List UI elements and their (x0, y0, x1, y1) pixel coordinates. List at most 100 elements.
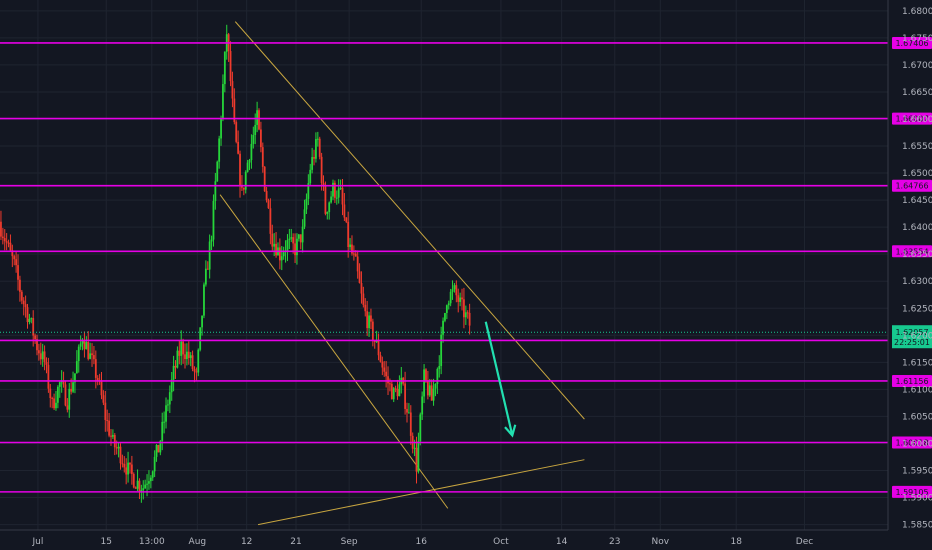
candle-22 (41, 343, 44, 367)
candle-body (330, 196, 333, 203)
candle-47 (89, 342, 92, 360)
price-tick-label[interactable]: 1.65500 (902, 142, 932, 152)
candle-206 (390, 380, 393, 400)
price-tick-label[interactable]: 1.61500 (902, 358, 932, 368)
price-tick-label[interactable]: 1.68000 (902, 7, 932, 17)
forecast-arrow-shaft[interactable] (484, 321, 514, 436)
candle-227 (430, 379, 433, 401)
trendline-1[interactable] (219, 194, 449, 509)
price-tick-label[interactable]: 1.59000 (902, 494, 932, 504)
candle-71 (134, 486, 137, 489)
price-tick-label[interactable]: 1.64000 (902, 223, 932, 233)
time-tick-label[interactable]: Nov (652, 537, 670, 547)
candle-232 (440, 326, 443, 375)
candle-148 (280, 246, 283, 271)
price-tick-label[interactable]: 1.66000 (902, 115, 932, 125)
candle-body (428, 385, 431, 396)
price-tick-label[interactable]: 1.61000 (902, 385, 932, 395)
candle-body (102, 395, 105, 403)
price-tick-label[interactable]: 1.63500 (902, 250, 932, 260)
candle-body (322, 182, 325, 187)
time-axis[interactable]: Jul 15 13:00 Aug 12 21 Sep 16 Oct 14 23 Nov 18 Dec (0, 529, 888, 547)
time-tick-label[interactable]: 16 (416, 537, 428, 547)
candle-157 (297, 233, 300, 242)
price-tick-label[interactable]: 1.58500 (902, 521, 932, 531)
candle-body (1, 236, 4, 239)
candle-body (356, 256, 359, 272)
time-tick-label[interactable]: 21 (290, 537, 301, 547)
price-tick-label[interactable]: 1.60500 (902, 412, 932, 422)
candle-100 (189, 352, 192, 367)
candle-body (303, 209, 306, 227)
candle-72 (136, 469, 139, 492)
time-tick-label[interactable]: Oct (493, 537, 509, 547)
price-tick-label[interactable]: 1.64500 (902, 196, 932, 206)
time-tick-label[interactable]: Jul (32, 537, 44, 547)
time-tick-label[interactable]: 23 (609, 537, 620, 547)
candle-207 (392, 387, 395, 403)
candle-16 (30, 317, 33, 324)
candle-109 (206, 261, 209, 270)
candle-body (144, 484, 147, 489)
candle-112 (212, 194, 215, 247)
time-tick-label[interactable]: Sep (341, 537, 358, 547)
candle-body (409, 412, 412, 436)
candle-247 (468, 303, 471, 335)
candle-body (453, 285, 456, 290)
price-tick-label[interactable]: 1.60000 (902, 439, 932, 449)
time-tick-label[interactable]: 18 (730, 537, 742, 547)
time-tick-label[interactable]: 15 (101, 537, 112, 547)
candle-183 (347, 211, 350, 258)
price-axis[interactable]: 1.68000 1.67500 1.67000 1.66500 1.66000 1.655… (887, 0, 932, 531)
candle-body (229, 51, 232, 82)
candle-64 (121, 454, 124, 468)
candle-body (24, 304, 27, 308)
candle-body (442, 320, 444, 335)
time-tick-label[interactable]: Dec (796, 537, 813, 547)
trendline-0[interactable] (234, 21, 585, 420)
price-tick-label[interactable]: 1.65000 (902, 169, 932, 179)
candle-99 (187, 341, 190, 365)
candle-181 (343, 193, 346, 221)
candle-178 (337, 179, 340, 204)
candle-116 (220, 115, 222, 146)
forecast-arrow[interactable] (484, 321, 517, 438)
price-tick-label[interactable]: 1.67000 (902, 61, 932, 71)
price-tick-label[interactable]: 1.66500 (902, 88, 932, 98)
price-tick-label[interactable]: 1.62000 (902, 331, 932, 341)
candle-body (404, 383, 407, 409)
candle-body (261, 147, 264, 167)
candle-body (216, 161, 219, 182)
candle-175 (332, 179, 334, 201)
candle-body (9, 242, 12, 251)
candle-body (180, 341, 183, 356)
candle-body (203, 284, 205, 316)
candle-200 (379, 351, 382, 363)
candle-106 (201, 315, 203, 336)
time-tick-label[interactable]: 13:00 (139, 537, 165, 547)
price-tick-label[interactable]: 1.62500 (902, 304, 932, 314)
price-tick-label[interactable]: 1.67500 (902, 34, 932, 44)
candle-67 (127, 451, 129, 483)
candle-107 (203, 282, 205, 319)
candle-body (172, 365, 175, 380)
candle-46 (87, 331, 90, 361)
level-label-2: 1.64766 (895, 182, 928, 191)
candle-2 (3, 229, 6, 251)
candle-body (364, 304, 367, 312)
candle-body (354, 253, 357, 257)
price-tick-label[interactable]: 1.63000 (902, 277, 932, 287)
candle-231 (438, 355, 441, 378)
candle-132 (250, 134, 253, 169)
candle-223 (423, 364, 425, 404)
candle-body (45, 362, 48, 365)
candle-5 (9, 234, 12, 251)
candle-105 (199, 327, 202, 352)
time-tick-label[interactable]: 12 (241, 537, 252, 547)
time-tick-label[interactable]: Aug (189, 537, 207, 547)
time-tick-label[interactable]: 14 (556, 537, 568, 547)
price-tick-label[interactable]: 1.59500 (902, 467, 932, 477)
candle-body (5, 241, 8, 243)
candle-222 (421, 391, 424, 420)
